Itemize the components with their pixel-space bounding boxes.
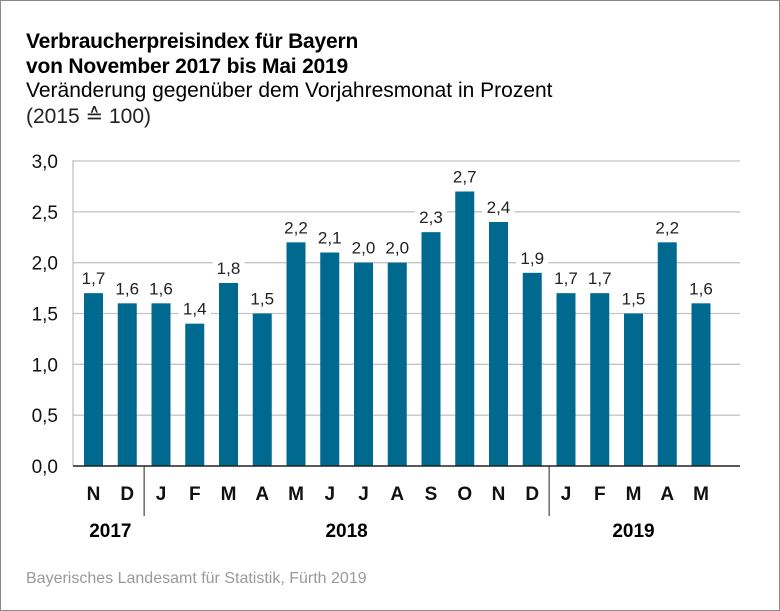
bar [185, 323, 205, 466]
month-label: J [156, 484, 167, 505]
month-label: F [189, 484, 201, 505]
value-label: 1,7 [82, 269, 106, 288]
month-label: D [120, 484, 134, 505]
y-tick-label: 1,5 [32, 305, 58, 326]
bar [455, 191, 475, 466]
y-tick-label: 2,5 [32, 203, 58, 224]
bar [84, 293, 103, 466]
value-label-background [482, 196, 515, 216]
bar [624, 313, 643, 466]
value-label-background [212, 257, 245, 277]
month-label: D [525, 484, 539, 505]
bar [556, 293, 576, 466]
month-label: A [255, 484, 269, 505]
value-label-background [516, 246, 549, 267]
value-label: 2,3 [419, 208, 443, 227]
value-label: 2,4 [487, 198, 511, 217]
chart-title-line2: von November 2017 bis Mai 2019 [26, 55, 348, 78]
value-label-background [280, 216, 312, 237]
value-label: 1,8 [217, 259, 241, 278]
bar [489, 222, 508, 466]
y-tick-label: 3,0 [32, 152, 58, 173]
chart-title: Verbraucherpreisindex für Bayern von Nov… [26, 29, 358, 79]
value-label: 2,0 [352, 239, 376, 258]
value-label-background [77, 267, 110, 288]
y-tick-label: 1,0 [32, 355, 58, 376]
month-label: A [660, 484, 674, 505]
bar [117, 303, 137, 466]
month-label: N [492, 484, 506, 505]
month-label: M [288, 484, 304, 505]
month-label: M [626, 484, 642, 505]
month-label: M [221, 484, 237, 505]
value-label-background [246, 287, 279, 308]
chart-subtitle: Veränderung gegenüber dem Vorjahresmonat… [26, 79, 553, 102]
bar [219, 283, 238, 466]
month-label: O [457, 484, 472, 505]
base-year-note: (2015 ≙ 100) [26, 105, 152, 128]
bar [387, 262, 407, 466]
bar [691, 303, 711, 466]
bar [522, 272, 542, 466]
value-label: 2,2 [284, 218, 308, 237]
bar [286, 242, 306, 466]
month-label: S [425, 484, 438, 505]
value-label: 1,6 [115, 279, 139, 298]
bar [354, 262, 373, 466]
bar [590, 293, 610, 466]
y-tick-label: 0,0 [32, 457, 58, 478]
value-label-background [111, 277, 144, 298]
chart-title-line1: Verbraucherpreisindex für Bayern [26, 30, 359, 53]
source-note: Bayerisches Landesamt für Statistik, Für… [26, 570, 367, 587]
value-label: 1,6 [689, 279, 713, 298]
value-label-background [381, 236, 414, 257]
value-label: 1,7 [554, 269, 578, 288]
value-label-background [448, 165, 481, 186]
value-label: 1,5 [250, 290, 274, 309]
bar [252, 313, 272, 466]
value-label: 1,9 [520, 249, 544, 268]
bar [421, 232, 441, 466]
value-label: 2,1 [318, 229, 342, 248]
month-label: A [390, 484, 404, 505]
value-label: 2,2 [655, 218, 679, 237]
year-label: 2019 [612, 521, 654, 542]
month-label: N [87, 484, 101, 505]
y-tick-label: 2,0 [32, 254, 58, 275]
value-label-background [685, 277, 717, 298]
value-label-background [145, 277, 177, 298]
month-label: M [693, 484, 709, 505]
value-label-background [617, 287, 650, 308]
value-label: 2,0 [385, 239, 409, 258]
value-label: 1,5 [622, 290, 646, 309]
value-label: 1,7 [588, 269, 612, 288]
value-label-background [313, 226, 346, 247]
value-label-background [583, 267, 616, 288]
month-label: J [324, 484, 335, 505]
value-label-background [178, 297, 211, 318]
month-label: F [594, 484, 606, 505]
value-label-background [550, 267, 582, 288]
y-tick-label: 0,5 [32, 406, 58, 427]
bar [657, 242, 677, 466]
value-label: 1,6 [149, 279, 173, 298]
year-label: 2017 [89, 521, 131, 542]
value-label-background [651, 216, 684, 237]
value-label: 1,4 [183, 300, 207, 319]
month-label: J [358, 484, 369, 505]
month-label: J [561, 484, 572, 505]
bar [151, 303, 171, 466]
bar [320, 252, 340, 466]
year-label: 2018 [325, 521, 367, 542]
value-label-background [415, 206, 447, 227]
value-label-background [347, 236, 380, 257]
value-label: 2,7 [453, 168, 477, 187]
